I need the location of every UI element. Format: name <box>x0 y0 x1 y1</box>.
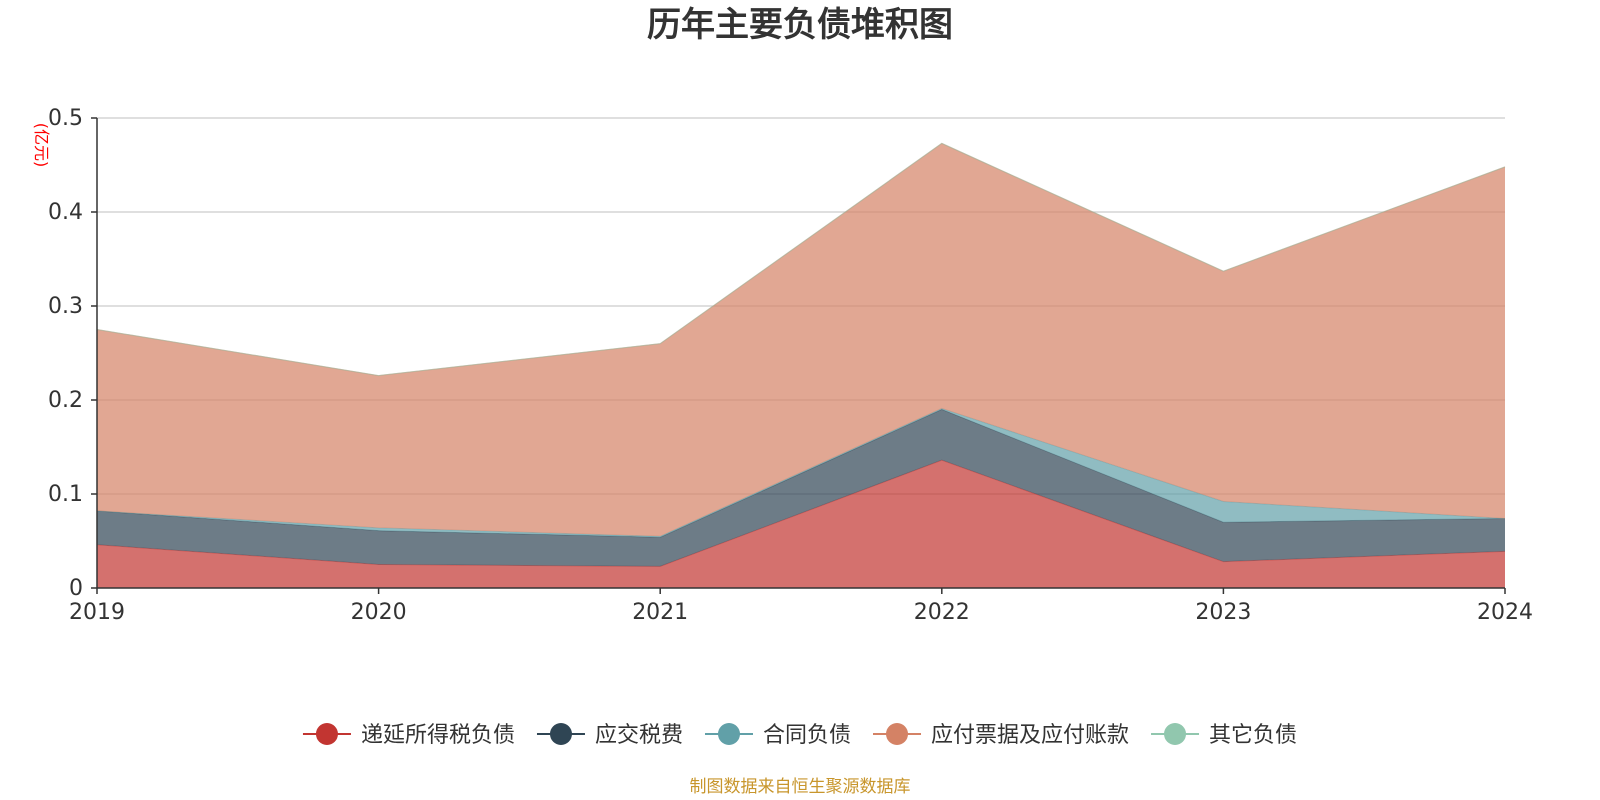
area-series <box>97 460 1505 588</box>
y-tick-label: 0 <box>69 576 83 601</box>
data-source-note: 制图数据来自恒生聚源数据库 <box>690 777 911 797</box>
y-axis-unit-label: (亿元) <box>32 123 51 168</box>
legend-item[interactable]: 应交税费 <box>536 723 683 748</box>
axes: 0 0.1 0.2 0.3 0.4 0.5 2019 2020 2021 2022 2023 2024 <box>48 106 1533 625</box>
legend-label: 应交税费 <box>595 723 683 748</box>
x-tick-label: 2021 <box>632 600 688 625</box>
legend-swatch-marker <box>717 723 740 745</box>
area-series <box>97 143 1505 537</box>
x-tick-label: 2020 <box>351 600 407 625</box>
y-tick-label: 0.5 <box>48 106 83 131</box>
chart-title: 历年主要负债堆积图 <box>647 5 953 45</box>
area-series-group <box>96 142 1506 588</box>
y-tick-label: 0.2 <box>48 388 83 413</box>
legend-swatch-marker <box>1164 723 1187 745</box>
legend-item[interactable]: 其它负债 <box>1151 723 1297 748</box>
x-tick-label: 2023 <box>1195 600 1251 625</box>
legend-item[interactable]: 应付票据及应付账款 <box>873 723 1129 748</box>
y-tick-label: 0.3 <box>48 294 83 319</box>
legend-swatch-marker <box>315 723 338 745</box>
legend-item[interactable]: 合同负债 <box>704 723 851 748</box>
y-tick-label: 0.1 <box>48 482 83 507</box>
legend-swatch-marker <box>549 723 572 745</box>
legend: 递延所得税负债 应交税费 合同负债 应付票据及应付账款 其它负债 <box>302 723 1297 748</box>
area-series-line <box>96 459 1506 567</box>
area-series <box>97 409 1505 567</box>
legend-label: 应付票据及应付账款 <box>931 723 1129 748</box>
x-tick-label: 2019 <box>69 600 125 625</box>
legend-item[interactable]: 递延所得税负债 <box>302 723 515 748</box>
legend-swatch-marker <box>886 723 909 745</box>
x-tick-label: 2022 <box>914 600 970 625</box>
legend-label: 递延所得税负债 <box>361 723 515 748</box>
legend-label: 其它负债 <box>1209 723 1297 748</box>
y-tick-label: 0.4 <box>48 200 83 225</box>
legend-label: 合同负债 <box>763 723 851 748</box>
area-series-line <box>96 142 1506 377</box>
x-tick-label: 2024 <box>1477 600 1533 625</box>
